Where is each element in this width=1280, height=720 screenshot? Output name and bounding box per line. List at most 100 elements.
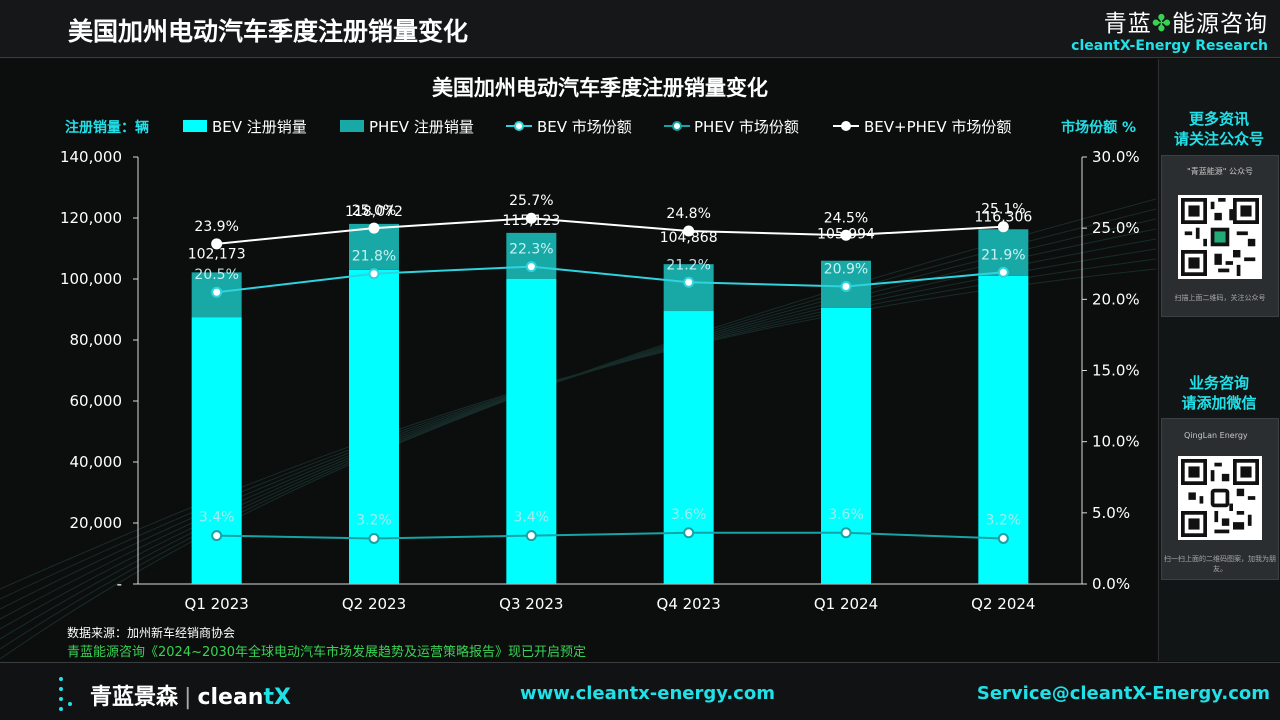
left-tick-label: 80,000 <box>70 331 123 349</box>
source-note: 数据来源：加州新车经销商协会 <box>67 626 236 640</box>
marker-total-share <box>368 222 380 234</box>
marker-phev-share <box>211 530 223 542</box>
chart-title: 美国加州电动汽车季度注册销量变化 <box>432 76 768 100</box>
left-tick-label: 20,000 <box>70 514 123 532</box>
share-label-phev-share: 3.2% <box>356 512 392 528</box>
website-link[interactable]: www.cleantx-energy.com <box>520 683 775 704</box>
marker-bev-share <box>525 261 537 273</box>
total-label: 116,306 <box>974 209 1032 225</box>
legend-label-bev-share: BEV 市场份额 <box>537 118 632 136</box>
dots-decoration-icon <box>59 677 72 711</box>
legend-marker-total-share <box>841 121 851 131</box>
wechat-contact-qr-card: QingLan Energy 扫一扫上面的二维码图案，加我为朋友。 <box>1161 418 1279 580</box>
data-labels: 20.5% 21.8% 22.3% 21.2% 20.9% 21.9% 3.4% 3.2% 3.… <box>188 193 1033 528</box>
bar-bev <box>191 317 242 584</box>
brand-block: 青蓝✤能源咨询 cleantX-Energy Research <box>1071 4 1268 54</box>
qr-caption-official: "青蓝能源" 公众号 <box>1187 167 1253 176</box>
total-label: 115,123 <box>502 213 560 229</box>
follow-heading: 更多资讯 请关注公众号 <box>1159 109 1279 149</box>
left-tick-label: 140,000 <box>60 148 122 166</box>
wechat-official-qr-card: "青蓝能源" 公众号 扫描上面二维码，关注公众号 <box>1161 155 1279 317</box>
x-tick-label: Q1 2024 <box>814 595 878 613</box>
x-tick-label: Q3 2023 <box>499 595 563 613</box>
right-tick-label: 5.0% <box>1092 504 1130 522</box>
share-label-phev-share: 3.4% <box>199 510 235 526</box>
share-label-total-share: 24.8% <box>666 206 710 222</box>
marker-phev-share <box>997 532 1009 544</box>
bar-bev <box>663 311 714 584</box>
share-label-bev-share: 21.8% <box>352 249 396 265</box>
left-tick-label: 120,000 <box>60 209 122 227</box>
left-axis-title: 注册销量：辆 <box>65 119 149 136</box>
share-label-phev-share: 3.6% <box>671 507 707 523</box>
legend-swatch-phev <box>340 120 364 132</box>
footer-logo-sep: | <box>184 685 192 710</box>
right-tick-label: 10.0% <box>1092 433 1140 451</box>
left-tick-label: - <box>117 575 122 593</box>
qr-code-icon <box>1178 195 1262 279</box>
axes: - 20,000 40,000 60,000 80,000 100,000 120,000 1… <box>60 148 1140 613</box>
total-label: 102,173 <box>188 246 246 262</box>
share-label-phev-share: 3.2% <box>986 512 1022 528</box>
line-total-share <box>216 217 1004 245</box>
brand-name-cn: 青蓝✤能源咨询 <box>1071 4 1268 38</box>
line-phev-share <box>216 531 1004 540</box>
contact-heading-line2: 请添加微信 <box>1181 394 1257 412</box>
x-tick-label: Q2 2023 <box>342 595 406 613</box>
right-tick-label: 25.0% <box>1092 219 1140 237</box>
right-axis-title: 市场份额 % <box>1061 119 1136 136</box>
share-lines <box>211 212 1009 544</box>
qr-foot-contact: 扫一扫上面的二维码图案，加我为朋友。 <box>1164 555 1276 573</box>
marker-phev-share <box>525 530 537 542</box>
marker-total-share <box>211 238 223 250</box>
legend-swatch-bev <box>183 120 207 132</box>
follow-heading-line2: 请关注公众号 <box>1173 130 1264 148</box>
right-tick-label: 20.0% <box>1092 290 1140 308</box>
chart-panel: 美国加州电动汽车季度注册销量变化 注册销量：辆 BEV 注册销量 PHEV 注册… <box>0 59 1156 661</box>
share-label-phev-share: 3.6% <box>828 507 864 523</box>
footer-logo-cn: 青蓝景森 <box>90 685 179 710</box>
marker-phev-share <box>840 527 852 539</box>
clover-icon: ✤ <box>1151 11 1172 37</box>
share-label-bev-share: 22.3% <box>509 242 553 258</box>
brand-name-en: cleantX-Energy Research <box>1071 38 1268 54</box>
contact-heading: 业务咨询 请添加微信 <box>1159 373 1279 413</box>
line-bev-share <box>216 265 1004 294</box>
share-label-bev-share: 20.9% <box>824 262 868 278</box>
legend-label-phev-share: PHEV 市场份额 <box>694 118 799 136</box>
share-label-total-share: 25.0% <box>352 203 396 219</box>
brand-cn-right: 能源咨询 <box>1172 11 1268 37</box>
qr-code-icon <box>1178 456 1262 540</box>
background-swoosh <box>0 198 1156 660</box>
marker-bev-share <box>211 286 223 298</box>
contact-heading-line1: 业务咨询 <box>1188 374 1249 392</box>
marker-phev-share <box>368 532 380 544</box>
share-label-total-share: 23.9% <box>194 219 238 235</box>
footer-logo: 青蓝景森 | cleantX <box>90 679 291 711</box>
right-tick-label: 30.0% <box>1092 148 1140 166</box>
marker-total-share <box>525 212 537 224</box>
bar-bev <box>978 275 1029 584</box>
left-tick-label: 100,000 <box>60 270 122 288</box>
share-label-total-share: 24.5% <box>824 210 868 226</box>
bars <box>191 223 1029 584</box>
promo-note[interactable]: 青蓝能源咨询《2024~2030年全球电动汽车市场发展趋势及运营策略报告》现已开… <box>67 645 587 660</box>
email-link[interactable]: Service@cleantX-Energy.com <box>976 683 1270 704</box>
share-label-bev-share: 20.5% <box>194 267 238 283</box>
total-label: 104,868 <box>660 230 718 246</box>
share-label-phev-share: 3.4% <box>514 510 550 526</box>
share-label-total-share: 25.1% <box>981 202 1025 218</box>
qr-foot-official: 扫描上面二维码，关注公众号 <box>1174 294 1266 302</box>
bar-bev <box>349 269 399 584</box>
marker-bev-share <box>683 276 695 288</box>
qr-caption-contact: QingLan Energy <box>1184 431 1248 440</box>
footer-bar: 青蓝景森 | cleantX www.cleantx-energy.com Serv… <box>0 662 1280 720</box>
share-label-bev-share: 21.9% <box>981 247 1025 263</box>
left-tick-label: 40,000 <box>70 453 123 471</box>
right-tick-label: 0.0% <box>1092 575 1130 593</box>
total-label: 118,072 <box>345 204 403 220</box>
bar-bev <box>821 307 871 584</box>
marker-total-share <box>683 225 695 237</box>
legend-label-phev: PHEV 注册销量 <box>369 118 474 136</box>
share-label-total-share: 25.7% <box>509 193 553 209</box>
